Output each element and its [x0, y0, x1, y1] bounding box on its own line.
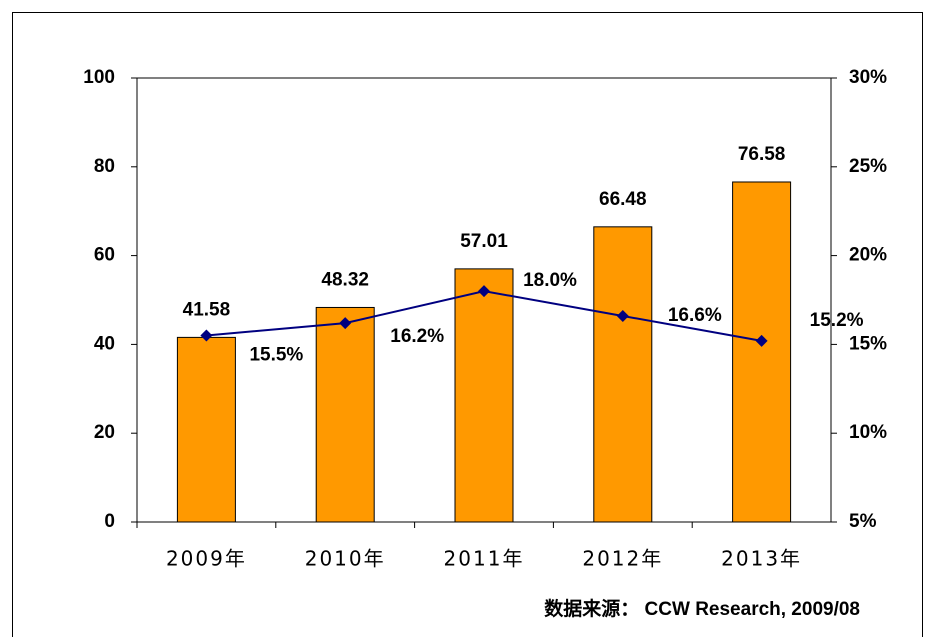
line-marker — [200, 329, 213, 342]
source-note: 数据来源： CCW Research, 2009/08 — [544, 597, 860, 620]
x-tick-label: 2013年 — [721, 547, 802, 571]
y2-tick-label: 30% — [849, 67, 887, 88]
bar — [593, 226, 653, 523]
x-tick-label: 2012年 — [582, 547, 663, 571]
y2-tick-label: 20% — [849, 245, 887, 266]
y-tick-label: 20 — [94, 422, 115, 443]
y2-tick-label: 15% — [849, 333, 887, 354]
frame — [12, 12, 923, 637]
bar-value-label: 57.01 — [460, 231, 508, 252]
y-tick-label: 100 — [83, 67, 115, 88]
line-value-label: 18.0% — [523, 270, 577, 291]
bar-value-label: 48.32 — [321, 269, 369, 290]
bar — [176, 336, 236, 523]
y-tick-label: 80 — [94, 156, 115, 177]
line-value-label: 16.6% — [668, 305, 722, 326]
line-value-label: 15.2% — [810, 310, 864, 331]
bar-value-label: 76.58 — [738, 144, 786, 165]
line-marker — [339, 317, 352, 330]
y-tick-label: 60 — [94, 245, 115, 266]
bar — [732, 181, 792, 523]
bar — [454, 268, 514, 523]
x-tick-label: 2011年 — [444, 547, 525, 571]
y2-tick-label: 10% — [849, 422, 887, 443]
line-marker — [616, 309, 629, 322]
line-value-label: 16.2% — [390, 326, 444, 347]
y2-tick-label: 25% — [849, 156, 887, 177]
y-tick-label: 0 — [104, 511, 115, 532]
line-marker — [755, 334, 768, 347]
line-value-label: 15.5% — [249, 345, 303, 366]
x-tick-label: 2010年 — [305, 547, 386, 571]
y-tick-label: 40 — [94, 333, 115, 354]
bar — [315, 306, 375, 523]
y2-tick-label: 5% — [849, 511, 877, 532]
x-tick-label: 2009年 — [166, 547, 247, 571]
bar-value-label: 66.48 — [599, 189, 647, 210]
line-marker — [478, 285, 490, 298]
bar-value-label: 41.58 — [183, 299, 231, 320]
